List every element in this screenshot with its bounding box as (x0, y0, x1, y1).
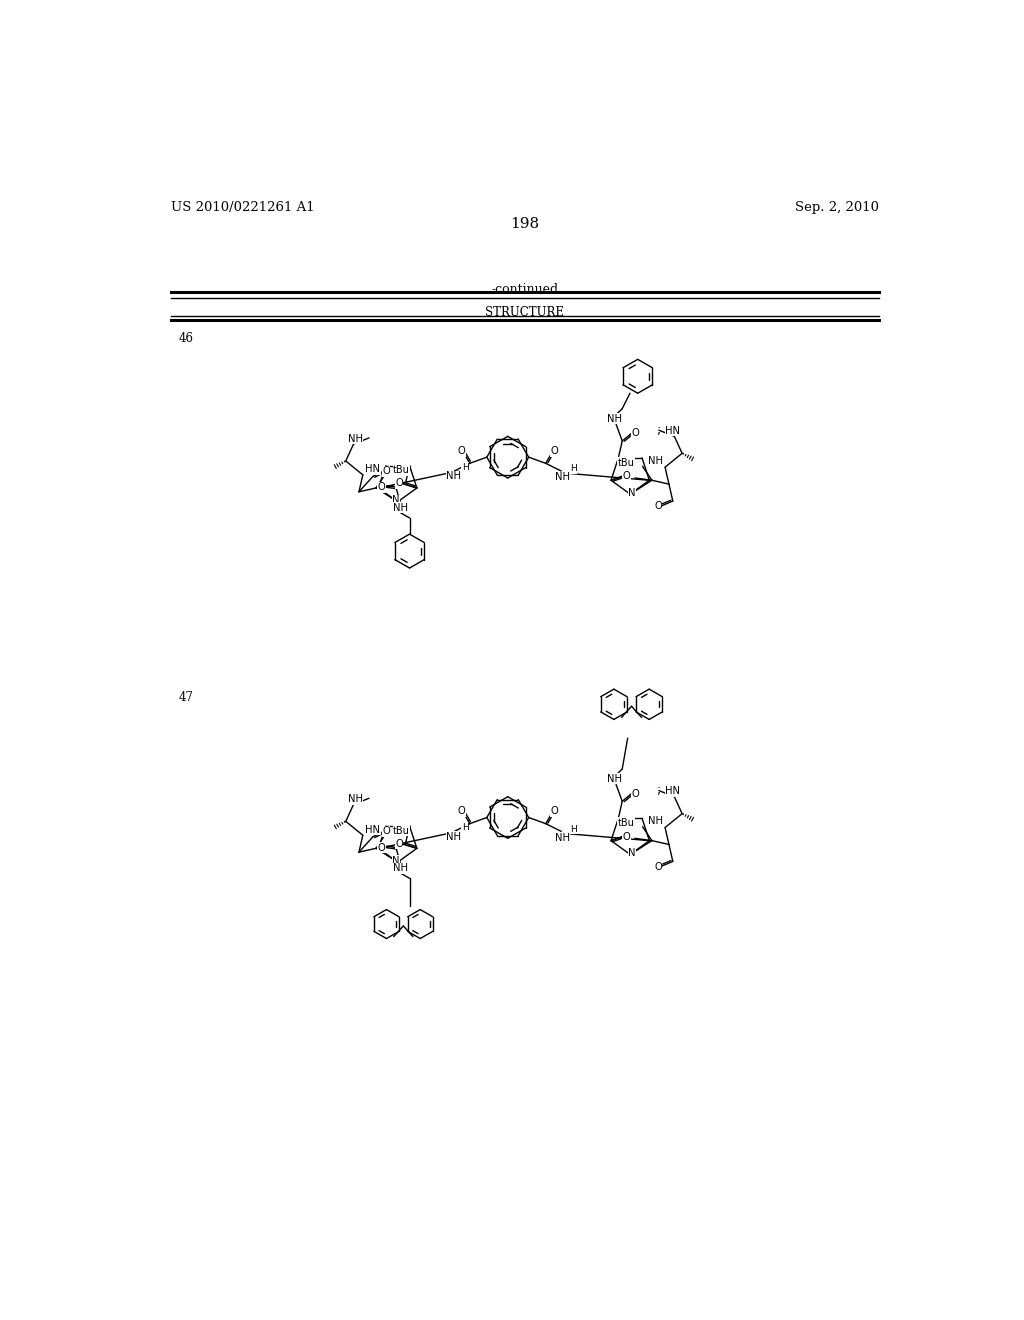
Text: HN: HN (366, 825, 380, 834)
Text: tBu: tBu (393, 825, 410, 836)
Text: HN: HN (666, 787, 680, 796)
Text: N: N (628, 487, 636, 498)
Text: NH: NH (607, 774, 622, 784)
Text: NH: NH (347, 795, 362, 804)
Text: O: O (382, 826, 390, 837)
Text: O: O (632, 788, 639, 799)
Text: O: O (654, 502, 662, 511)
Text: O: O (623, 471, 631, 482)
Text: O: O (654, 862, 662, 871)
Text: O: O (632, 428, 639, 438)
Text: NH: NH (446, 471, 461, 482)
Text: HN: HN (666, 426, 680, 436)
Text: 47: 47 (178, 692, 194, 705)
Text: NH: NH (393, 863, 408, 874)
Text: US 2010/0221261 A1: US 2010/0221261 A1 (171, 201, 314, 214)
Text: O: O (395, 478, 402, 488)
Text: tBu: tBu (617, 818, 635, 828)
Text: H: H (462, 463, 469, 471)
Text: H: H (462, 824, 469, 832)
Text: O: O (395, 838, 402, 849)
Text: O: O (623, 832, 631, 842)
Text: O: O (382, 466, 390, 477)
Text: tBu: tBu (393, 465, 410, 475)
Text: O: O (550, 446, 558, 455)
Text: O: O (550, 807, 558, 816)
Text: NH: NH (393, 503, 408, 513)
Text: Sep. 2, 2010: Sep. 2, 2010 (795, 201, 879, 214)
Text: tBu: tBu (617, 458, 635, 467)
Text: NH: NH (555, 473, 569, 482)
Text: HN: HN (366, 465, 380, 474)
Text: H: H (570, 825, 577, 833)
Text: O: O (458, 807, 465, 816)
Text: ;: ; (656, 424, 660, 437)
Text: NH: NH (648, 816, 663, 826)
Text: NH: NH (607, 413, 622, 424)
Text: N: N (628, 847, 636, 858)
Text: H: H (570, 465, 577, 473)
Text: NH: NH (347, 434, 362, 444)
Text: -continued: -continued (492, 284, 558, 296)
Text: 198: 198 (510, 216, 540, 231)
Text: 46: 46 (178, 331, 194, 345)
Text: O: O (458, 446, 465, 455)
Text: STRUCTURE: STRUCTURE (485, 306, 564, 319)
Text: O: O (378, 482, 385, 492)
Text: ;: ; (656, 784, 660, 797)
Text: NH: NH (648, 455, 663, 466)
Text: N: N (392, 855, 400, 866)
Text: N: N (392, 495, 400, 506)
Text: NH: NH (555, 833, 569, 842)
Text: NH: NH (446, 832, 461, 842)
Text: O: O (378, 842, 385, 853)
